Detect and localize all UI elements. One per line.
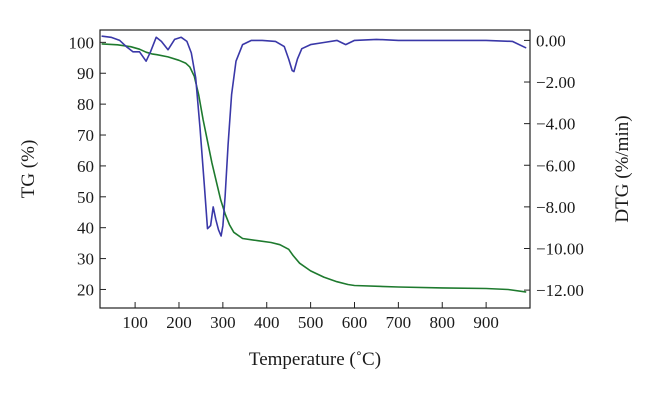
x-tick-label: 900: [473, 313, 499, 332]
y-tick-label: 40: [77, 219, 94, 238]
tg-series-line: [101, 43, 527, 293]
x-tick-label: 400: [254, 313, 280, 332]
y2-tick-label: −12.00: [536, 281, 584, 300]
ticks-layer: 100 200 300 400 500 600 700 800 900 20 30 40 50 60 70 8…: [69, 31, 584, 332]
y2-tick-label: 0.00: [536, 31, 566, 50]
y-tick-label: 80: [77, 95, 94, 114]
x-tick-label: 600: [342, 313, 368, 332]
y-tick-label: 20: [77, 280, 94, 299]
y2-tick-label: −6.00: [536, 156, 575, 175]
x-tick-label: 500: [298, 313, 324, 332]
x-tick-label: 300: [210, 313, 236, 332]
y-tick-label: 70: [77, 126, 94, 145]
y-tick-label: 60: [77, 157, 94, 176]
x-axis-title: Temperature (˚C): [249, 349, 381, 370]
y2-tick-label: −4.00: [536, 115, 575, 134]
x-tick-label: 200: [166, 313, 192, 332]
y-tick-label: 50: [77, 188, 94, 207]
y2-tick-label: −10.00: [536, 239, 584, 258]
y-axis-title: TG (%): [18, 140, 39, 199]
plot-frame: [99, 29, 531, 309]
series-layer: [101, 35, 527, 293]
y-tick-label: 90: [77, 64, 94, 83]
plot-border: [99, 29, 531, 309]
x-tick-label: 800: [429, 313, 455, 332]
y-tick-label: 100: [69, 33, 95, 52]
dtg-series-line: [101, 35, 527, 237]
y-tick-label: 30: [77, 250, 94, 269]
y2-axis-title: DTG (%/min): [612, 115, 633, 222]
y2-tick-label: −8.00: [536, 198, 575, 217]
x-tick-label: 100: [122, 313, 148, 332]
x-tick-label: 700: [386, 313, 412, 332]
y2-tick-label: −2.00: [536, 73, 575, 92]
